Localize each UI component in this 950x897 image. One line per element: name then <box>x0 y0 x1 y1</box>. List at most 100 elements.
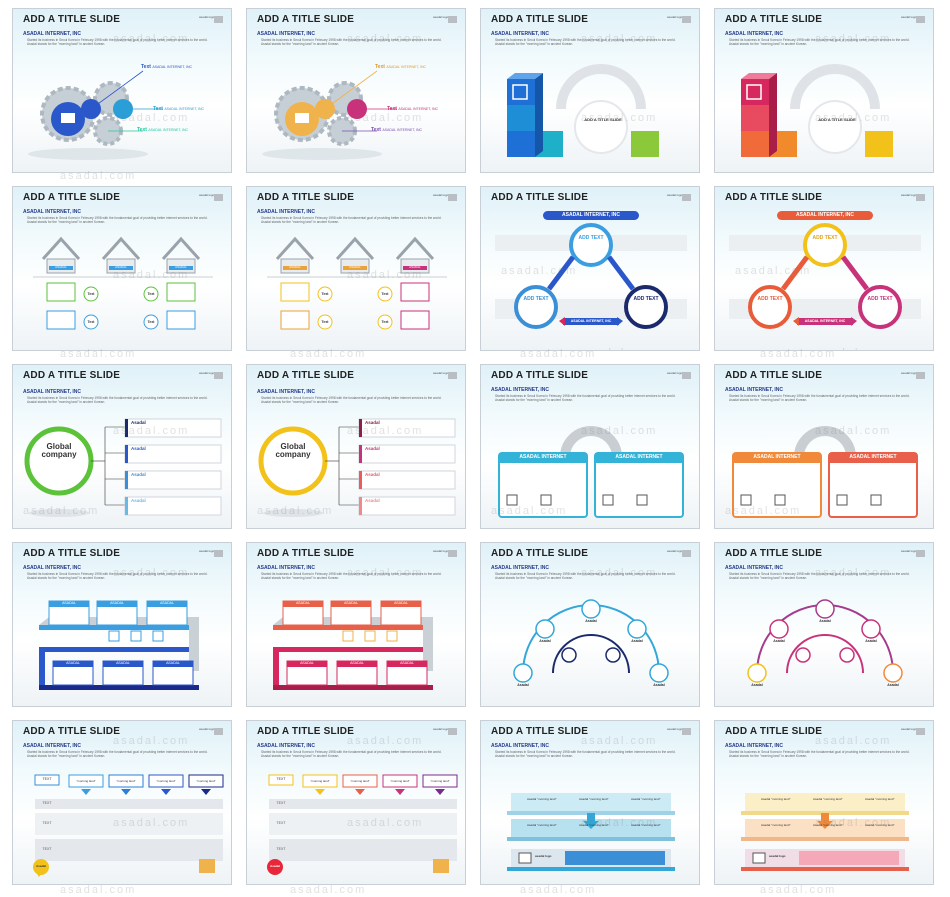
slide-subtitle: ASADAL INTERNET, INC <box>491 387 549 393</box>
table-row-label: TEXT <box>42 847 52 851</box>
slide-thumbnail-11[interactable]: ADD A TITLE SLIDE asadal logo ASADAL INT… <box>480 364 700 529</box>
slide-thumbnail-4[interactable]: ADD A TITLE SLIDE asadal logo ASADAL INT… <box>714 8 934 173</box>
slide-thumbnail-8[interactable]: ADD A TITLE SLIDE asadal logo ASADAL INT… <box>714 186 934 351</box>
house-label-2: ASADAL <box>349 265 361 269</box>
slide-subtitle: ASADAL INTERNET, INC <box>23 389 81 395</box>
step-item-label: Asadal "morning land" <box>761 823 791 827</box>
step-item-label: Asadal "morning land" <box>631 797 661 801</box>
slide-description: Started its business in Seoul Korea in F… <box>27 396 208 405</box>
asadal-logo-icon: asadal logo <box>901 727 925 736</box>
slide-thumbnail-3[interactable]: ADD A TITLE SLIDE asadal logo ASADAL INT… <box>480 8 700 173</box>
slide-thumbnail-2[interactable]: ADD A TITLE SLIDE asadal logo ASADAL INT… <box>246 8 466 173</box>
watermark: asadal.com <box>60 170 137 182</box>
cycle-top-banner: ASADAL INTERNET, INC <box>562 212 620 218</box>
shelf-box-label: ASADAL <box>166 661 180 665</box>
slide-subtitle: ASADAL INTERNET, INC <box>257 389 315 395</box>
watermark: asadal.com <box>815 33 892 45</box>
watermark: asadal.com <box>815 735 892 747</box>
watermark: asadal.com <box>581 347 657 350</box>
cycle-node-top: ADD TEXT <box>578 235 604 241</box>
slide-thumbnail-7[interactable]: ADD A TITLE SLIDE asadal logo ASADAL INT… <box>480 186 700 351</box>
slide-description: Started its business in Seoul Korea in F… <box>495 38 676 47</box>
slide-title: ADD A TITLE SLIDE <box>257 14 355 25</box>
magnet-panel-left-title: ASADAL INTERNET <box>519 454 567 460</box>
slide-thumbnail-14[interactable]: ADD A TITLE SLIDE asadal logo ASADAL INT… <box>246 542 466 707</box>
watermark: asadal.com <box>815 817 892 829</box>
gear-label-2: Text ASADAL INTERNET, INC <box>153 106 205 112</box>
shelf-box-label: ASADAL <box>400 661 414 665</box>
watermark: asadal.com <box>581 112 658 124</box>
slide-title: ADD A TITLE SLIDE <box>23 192 121 203</box>
slide-title: ADD A TITLE SLIDE <box>23 726 121 737</box>
arc-node-label: Asadal <box>653 683 665 687</box>
magnet-panel-right-title: ASADAL INTERNET <box>615 454 663 460</box>
watermark: asadal.com <box>520 884 597 896</box>
node-label: Text <box>381 320 389 324</box>
cubes-diagram <box>741 64 893 157</box>
company-item-4: Asadal <box>131 498 146 503</box>
slide-thumbnail-16[interactable]: ADD A TITLE SLIDE asadal logo ASADAL INT… <box>714 542 934 707</box>
slide-description: Started its business in Seoul Korea in F… <box>261 38 442 47</box>
slide-thumbnail-6[interactable]: ADD A TITLE SLIDE asadal logo ASADAL INT… <box>246 186 466 351</box>
table-diagram <box>267 774 458 875</box>
slide-thumbnail-17[interactable]: ADD A TITLE SLIDE asadal logo ASADAL INT… <box>12 720 232 885</box>
shelf-box-label: ASADAL <box>62 601 76 605</box>
slide-description: Started its business in Seoul Korea in F… <box>261 572 442 581</box>
slide-subtitle: ASADAL INTERNET, INC <box>491 565 549 571</box>
watermark: asadal.com <box>347 567 424 579</box>
watermark: asadal.com <box>113 269 190 281</box>
slide-description: Started its business in Seoul Korea in F… <box>729 572 910 581</box>
slide-thumbnail-19[interactable]: ADD A TITLE SLIDE asadal logo ASADAL INT… <box>480 720 700 885</box>
company-item-2: Asadal <box>365 446 380 451</box>
slide-thumbnail-15[interactable]: ADD A TITLE SLIDE asadal logo ASADAL INT… <box>480 542 700 707</box>
table-row-label: TEXT <box>276 821 286 825</box>
asadal-logo-icon: asadal logo <box>433 371 457 380</box>
asadal-logo-icon: asadal logo <box>667 727 691 736</box>
slide-thumbnail-5[interactable]: ADD A TITLE SLIDE asadal logo ASADAL INT… <box>12 186 232 351</box>
slide-thumbnail-12[interactable]: ADD A TITLE SLIDE asadal logo ASADAL INT… <box>714 364 934 529</box>
shelf-box-label: ASADAL <box>116 661 130 665</box>
house-label-3: ASADAL <box>409 265 421 269</box>
arcs-diagram <box>513 599 669 683</box>
asadal-badge: Asadal <box>36 864 46 868</box>
table-col-label: "morning land" <box>430 779 450 783</box>
arc-node-label: Asadal <box>865 639 877 643</box>
watermark: asadal.com <box>290 884 367 896</box>
watermark: asadal.com <box>501 265 578 277</box>
slide-description: Started its business in Seoul Korea in F… <box>261 396 442 405</box>
magnet-panel-right-title: ASADAL INTERNET <box>849 454 897 460</box>
slide-thumbnail-9[interactable]: ADD A TITLE SLIDE asadal logo ASADAL INT… <box>12 364 232 529</box>
arc-node-label: Asadal <box>773 639 785 643</box>
watermark: asadal.com <box>735 265 812 277</box>
slide-thumbnail-18[interactable]: ADD A TITLE SLIDE asadal logo ASADAL INT… <box>246 720 466 885</box>
arc-node-label: Asadal <box>517 683 529 687</box>
shelf-box-label: ASADAL <box>296 601 310 605</box>
watermark: asadal.com <box>113 425 190 437</box>
watermark: asadal.com <box>581 425 658 437</box>
slide-subtitle: ASADAL INTERNET, INC <box>491 743 549 749</box>
watermark: asadal.com <box>581 817 658 829</box>
cycle-node-left: ADD TEXT <box>523 296 549 302</box>
watermark: asadal.com <box>815 567 892 579</box>
slide-description: Started its business in Seoul Korea in F… <box>729 750 910 759</box>
slide-thumbnail-10[interactable]: ADD A TITLE SLIDE asadal logo ASADAL INT… <box>246 364 466 529</box>
slide-thumbnail-13[interactable]: ADD A TITLE SLIDE asadal logo ASADAL INT… <box>12 542 232 707</box>
magnet-diagram <box>498 426 684 518</box>
watermark: asadal.com <box>113 735 190 747</box>
step-logo: asadal logo <box>535 854 552 858</box>
slide-title: ADD A TITLE SLIDE <box>257 548 355 559</box>
company-title: Global company <box>275 442 311 459</box>
slide-thumbnail-1[interactable]: ADD A TITLE SLIDE asadal logo ASADAL INT… <box>12 8 232 173</box>
node-label: Text <box>381 292 389 296</box>
slide-title: ADD A TITLE SLIDE <box>725 14 823 25</box>
cycle-node-right: ADD TEXT <box>633 296 659 302</box>
slide-subtitle: ASADAL INTERNET, INC <box>491 31 549 37</box>
slide-title: ADD A TITLE SLIDE <box>23 14 121 25</box>
table-row-label: TEXT <box>276 777 286 781</box>
slide-title: ADD A TITLE SLIDE <box>725 192 823 203</box>
slide-thumbnail-20[interactable]: ADD A TITLE SLIDE asadal logo ASADAL INT… <box>714 720 934 885</box>
slide-title: ADD A TITLE SLIDE <box>725 548 823 559</box>
watermark: asadal.com <box>815 112 892 124</box>
table-col-label: "morning land" <box>76 779 96 783</box>
